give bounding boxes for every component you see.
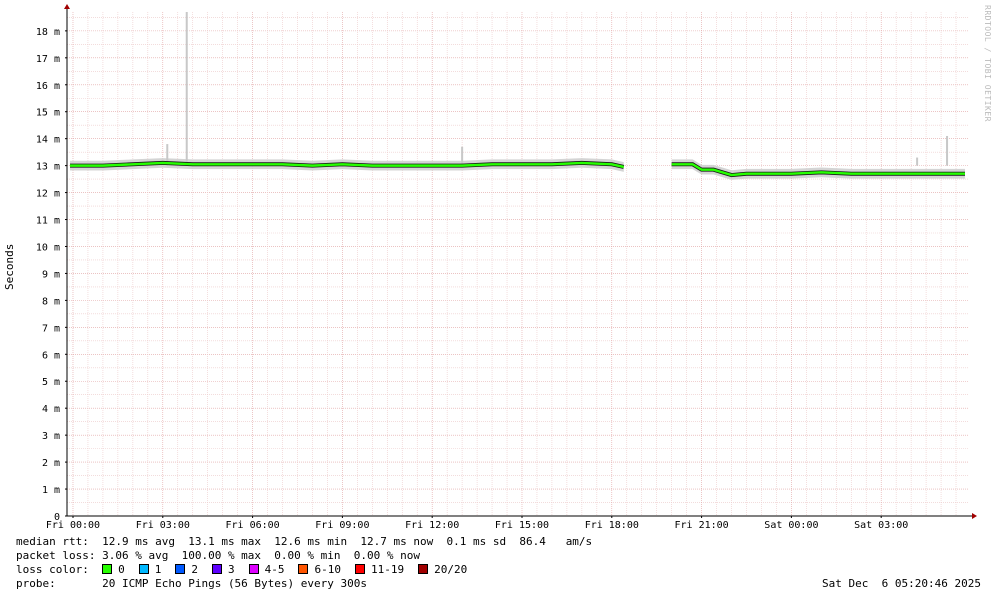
legend-median-row: median rtt: 12.9 ms avg 13.1 ms max 12.6… <box>16 535 592 549</box>
loss-color-item: 0 <box>102 563 125 577</box>
packet-loss-values: 3.06 % avg 100.00 % max 0.00 % min 0.00 … <box>102 549 420 562</box>
probe-value: 20 ICMP Echo Pings (56 Bytes) every 300s <box>102 577 368 590</box>
rtt-spike <box>166 144 169 166</box>
rrdtool-watermark: RRDTOOL / TOBI OETIKER <box>983 5 992 122</box>
x-tick-label: Fri 12:00 <box>405 520 459 531</box>
loss-color-swatch <box>211 564 222 574</box>
y-tick-label: 8 m <box>42 296 60 307</box>
y-tick-label: 12 m <box>36 189 60 200</box>
loss-color-label-text: 2 <box>191 563 198 576</box>
loss-color-label-text: 1 <box>154 563 162 576</box>
y-tick-label: 15 m <box>36 108 60 119</box>
loss-color-swatch <box>418 564 429 574</box>
loss-color-swatch <box>298 564 309 574</box>
rtt-smoke-band <box>69 12 966 180</box>
y-tick-label: 5 m <box>42 377 60 388</box>
y-tick-label: 18 m <box>36 27 60 38</box>
loss-color-item: 2 <box>175 563 198 577</box>
loss-color-label-text: 6-10 <box>314 563 341 576</box>
x-tick-label: Fri 09:00 <box>315 520 369 531</box>
loss-color-label-text: 4-5 <box>264 563 285 576</box>
probe-label: probe: <box>16 577 56 590</box>
legend-color-row: loss color: 0 1 2 3 4-5 6-10 11-19 20/20 <box>16 563 481 577</box>
y-tick-label: 3 m <box>42 431 60 442</box>
loss-color-item: 1 <box>138 563 162 577</box>
x-axis-arrow <box>972 513 977 519</box>
legend-loss-row: packet loss: 3.06 % avg 100.00 % max 0.0… <box>16 549 420 563</box>
chart-ticks: 0 1 m 2 m 3 m 4 m 5 m 6 m 7 m 8 m 9 m 10 m 11 m 12 m… <box>36 27 908 531</box>
loss-color-item: 11-19 <box>354 563 405 577</box>
loss-color-item: 20/20 <box>418 563 467 577</box>
loss-color-swatch <box>138 564 149 574</box>
x-tick-label: Fri 00:00 <box>46 520 100 531</box>
x-tick-label: Sat 00:00 <box>764 520 818 531</box>
rtt-spike <box>916 157 919 166</box>
loss-color-label-text: 20/20 <box>434 563 468 576</box>
y-tick-label: 10 m <box>36 242 60 253</box>
loss-color-label: loss color: <box>16 563 89 576</box>
y-tick-label: 4 m <box>42 404 60 415</box>
y-tick-label: 6 m <box>42 350 60 361</box>
loss-color-label-text: 11-19 <box>370 563 405 576</box>
loss-color-swatches: 0 1 2 3 4-5 6-10 11-19 20/20 <box>102 563 481 576</box>
y-tick-label: 9 m <box>42 269 60 280</box>
loss-color-item: 6-10 <box>298 563 341 577</box>
loss-color-swatch <box>248 564 259 574</box>
y-axis-label: Seconds <box>3 243 16 290</box>
chart-axes <box>64 4 977 519</box>
y-tick-label: 11 m <box>36 216 60 227</box>
y-tick-label: 14 m <box>36 135 60 146</box>
loss-color-item: 3 <box>211 563 235 577</box>
loss-color-swatch <box>102 564 113 574</box>
loss-color-swatch <box>354 564 365 574</box>
chart-grid <box>67 12 968 516</box>
x-tick-label: Sat 03:00 <box>854 520 908 531</box>
median-rtt-label: median rtt: <box>16 535 89 548</box>
legend-probe-row: probe: 20 ICMP Echo Pings (56 Bytes) eve… <box>16 577 367 591</box>
y-tick-label: 13 m <box>36 162 60 173</box>
loss-color-item: 4-5 <box>248 563 285 577</box>
loss-color-swatch <box>175 564 186 574</box>
loss-color-label-text: 0 <box>118 563 125 576</box>
y-tick-label: 7 m <box>42 323 60 334</box>
latency-chart: 0 1 m 2 m 3 m 4 m 5 m 6 m 7 m 8 m 9 m 10 m 11 m 12 m… <box>36 4 977 531</box>
y-tick-label: 17 m <box>36 54 60 65</box>
packet-loss-label: packet loss: <box>16 549 96 562</box>
median-rtt-values: 12.9 ms avg 13.1 ms max 12.6 ms min 12.7… <box>102 535 593 548</box>
y-tick-label: 2 m <box>42 458 60 469</box>
y-tick-label: 0 <box>54 512 60 523</box>
x-tick-label: Fri 21:00 <box>674 520 728 531</box>
loss-color-label-text: 3 <box>227 563 235 576</box>
median-rtt-series <box>671 163 966 177</box>
median-rtt-line <box>69 160 966 178</box>
x-tick-label: Fri 06:00 <box>225 520 279 531</box>
rtt-spike <box>185 12 188 166</box>
median-rtt-series <box>69 161 625 169</box>
x-tick-label: Fri 03:00 <box>136 520 190 531</box>
y-tick-label: 1 m <box>42 485 60 496</box>
generated-timestamp: Sat Dec 6 05:20:46 2025 <box>822 577 981 590</box>
y-tick-label: 16 m <box>36 81 60 92</box>
y-axis-arrow <box>64 4 70 9</box>
x-tick-label: Fri 18:00 <box>585 520 639 531</box>
x-tick-label: Fri 15:00 <box>495 520 549 531</box>
rtt-spike <box>461 146 464 166</box>
rtt-spike <box>946 135 949 166</box>
